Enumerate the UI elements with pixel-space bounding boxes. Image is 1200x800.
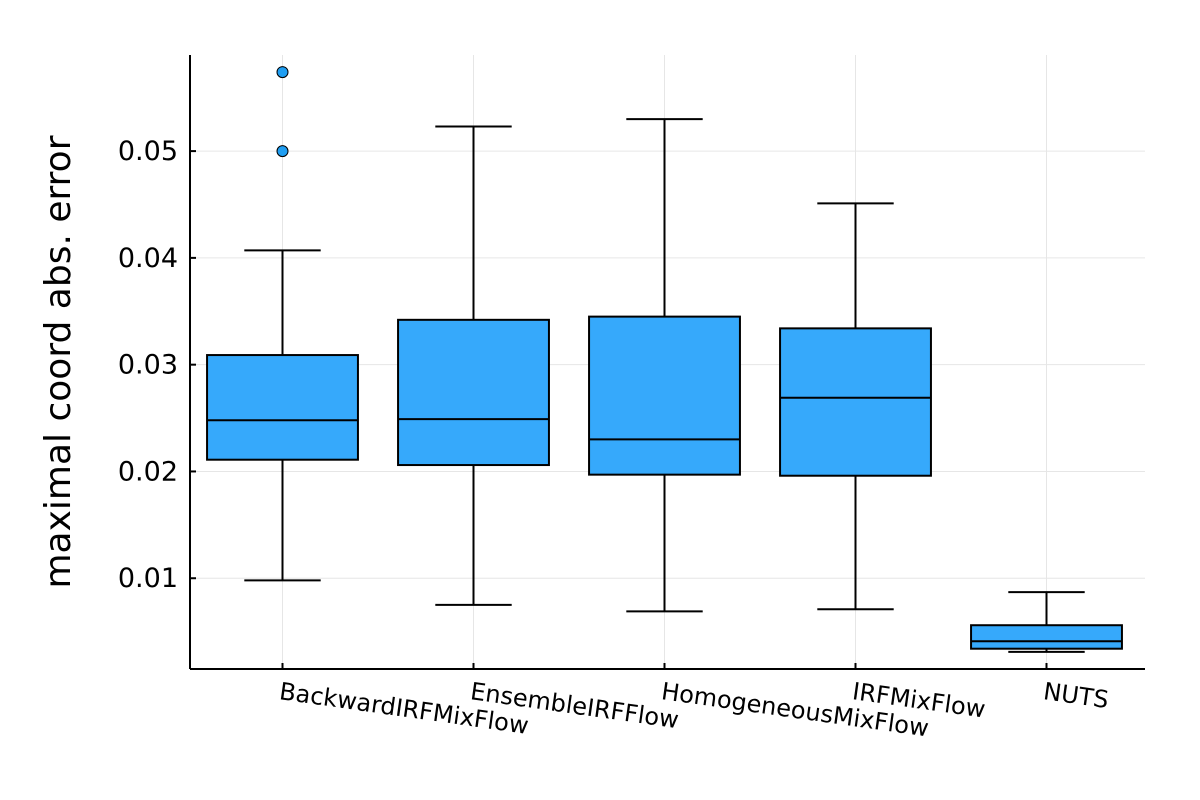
box-group: [779, 202, 932, 611]
y-axis-title: maximal coord abs. error: [38, 135, 79, 588]
box-group: [588, 118, 741, 613]
box-iqr: [206, 354, 359, 461]
outlier-point: [276, 66, 289, 79]
box-iqr: [588, 315, 741, 476]
box-group: [970, 591, 1123, 653]
y-tick-label: 0.04: [118, 243, 178, 274]
box-iqr: [779, 327, 932, 477]
box-group: [397, 125, 550, 606]
box-iqr: [397, 318, 550, 467]
outlier-point: [276, 145, 289, 158]
y-tick-label: 0.01: [118, 563, 178, 594]
x-category-label: NUTS: [1042, 677, 1111, 714]
y-tick-label: 0.02: [118, 456, 178, 487]
y-tick-label: 0.03: [118, 350, 178, 381]
box-series: [206, 66, 1123, 653]
axes: [189, 55, 1145, 670]
y-tick-label: 0.05: [118, 136, 178, 167]
box-group: [206, 66, 359, 582]
box-iqr: [970, 624, 1123, 650]
